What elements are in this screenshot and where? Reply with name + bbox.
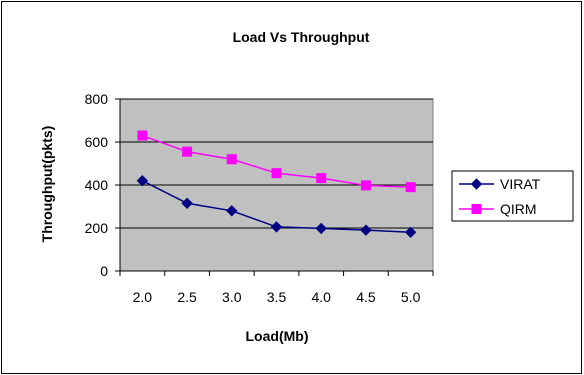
data-point-virat bbox=[181, 197, 193, 209]
data-point-virat bbox=[136, 174, 149, 187]
x-tick-label: 3.5 bbox=[267, 289, 287, 305]
x-tick-label: 4.5 bbox=[356, 289, 376, 305]
legend-marker-qirm bbox=[471, 204, 482, 214]
data-point-virat bbox=[315, 222, 327, 235]
y-tick-label: 800 bbox=[85, 91, 109, 107]
data-point-qirm bbox=[405, 182, 416, 193]
legend-marker-virat bbox=[470, 178, 483, 190]
x-tick-label: 2.5 bbox=[177, 289, 197, 305]
y-axis-title: Throughput(pkts) bbox=[39, 126, 55, 243]
y-tick-label: 0 bbox=[100, 263, 108, 279]
plot-area: 0 200 400 600 800 2.0 2.5 3.0 3.5 4.0 4.5 5.0 bbox=[85, 91, 434, 305]
legend-label-virat: VIRAT bbox=[500, 176, 541, 192]
data-point-virat bbox=[226, 205, 238, 217]
y-tick-label: 400 bbox=[85, 177, 109, 193]
legend-label-qirm: QIRM bbox=[500, 201, 537, 217]
y-tick-label: 600 bbox=[85, 134, 109, 150]
data-point-virat bbox=[404, 226, 417, 239]
data-point-qirm bbox=[182, 146, 193, 157]
data-point-qirm bbox=[360, 180, 371, 191]
data-point-qirm bbox=[271, 168, 282, 179]
data-point-qirm bbox=[137, 130, 148, 141]
chart-title: Load Vs Throughput bbox=[233, 29, 370, 45]
x-axis-title: Load(Mb) bbox=[246, 328, 309, 344]
legend: VIRAT QIRM bbox=[451, 170, 574, 222]
x-tick-label: 3.0 bbox=[222, 289, 242, 305]
data-point-virat bbox=[360, 224, 372, 236]
x-tick-label: 2.0 bbox=[133, 289, 153, 305]
x-tick-label: 5.0 bbox=[401, 289, 421, 305]
x-tick-label: 4.0 bbox=[311, 289, 331, 305]
data-point-virat bbox=[270, 221, 283, 233]
y-tick-label: 200 bbox=[85, 220, 109, 236]
data-point-qirm bbox=[316, 173, 327, 184]
data-point-qirm bbox=[226, 154, 237, 165]
